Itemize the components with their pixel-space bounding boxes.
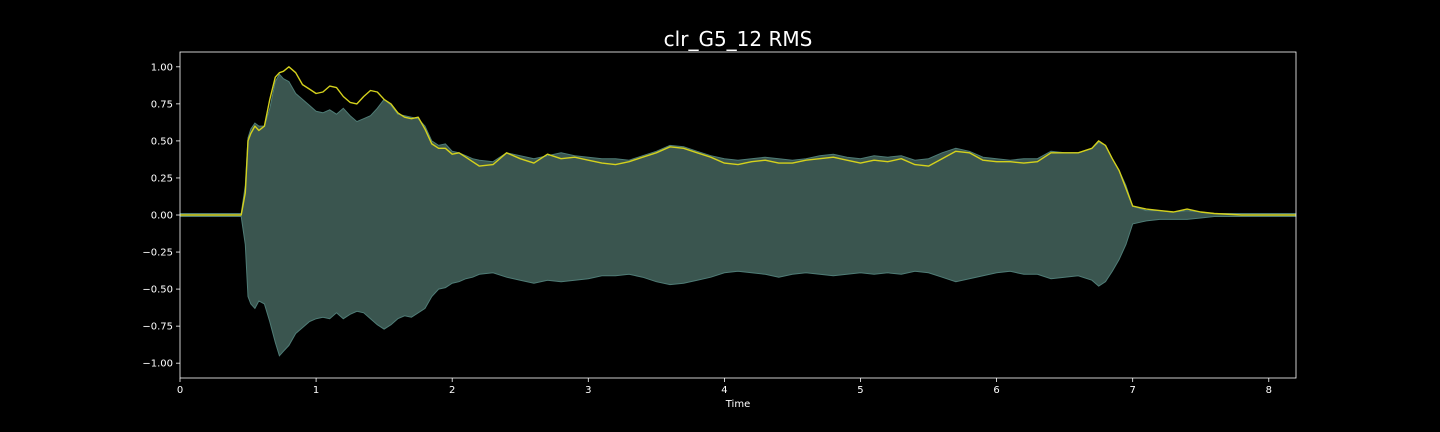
x-tick-label: 3 <box>585 385 591 396</box>
y-tick-label: 1.00 <box>151 62 173 73</box>
y-tick-label: −0.25 <box>142 248 173 259</box>
x-tick-label: 0 <box>177 385 183 396</box>
x-tick-label: 4 <box>721 385 727 396</box>
x-axis: 0 1 2 3 4 5 6 7 8 <box>177 378 1272 396</box>
x-tick-label: 5 <box>857 385 863 396</box>
y-tick-label: −1.00 <box>142 359 173 370</box>
x-tick-label: 7 <box>1129 385 1135 396</box>
x-tick-label: 8 <box>1266 385 1272 396</box>
y-tick-label: 0.00 <box>151 211 173 222</box>
y-axis: 1.00 0.75 0.50 0.25 0.00 −0.25 −0.50 −0.75 −1.00 <box>142 62 180 370</box>
x-tick-label: 1 <box>313 385 319 396</box>
rms-line <box>180 66 1296 216</box>
y-tick-label: 0.50 <box>151 136 173 147</box>
y-tick-label: 0.25 <box>151 173 173 184</box>
y-tick-label: 0.75 <box>151 99 173 110</box>
chart-title: clr_G5_12 RMS <box>664 27 813 51</box>
x-axis-label: Time <box>725 399 750 410</box>
y-tick-label: −0.75 <box>142 322 173 333</box>
x-tick-label: 2 <box>449 385 455 396</box>
x-tick-label: 6 <box>993 385 999 396</box>
y-tick-label: −0.50 <box>142 285 173 296</box>
